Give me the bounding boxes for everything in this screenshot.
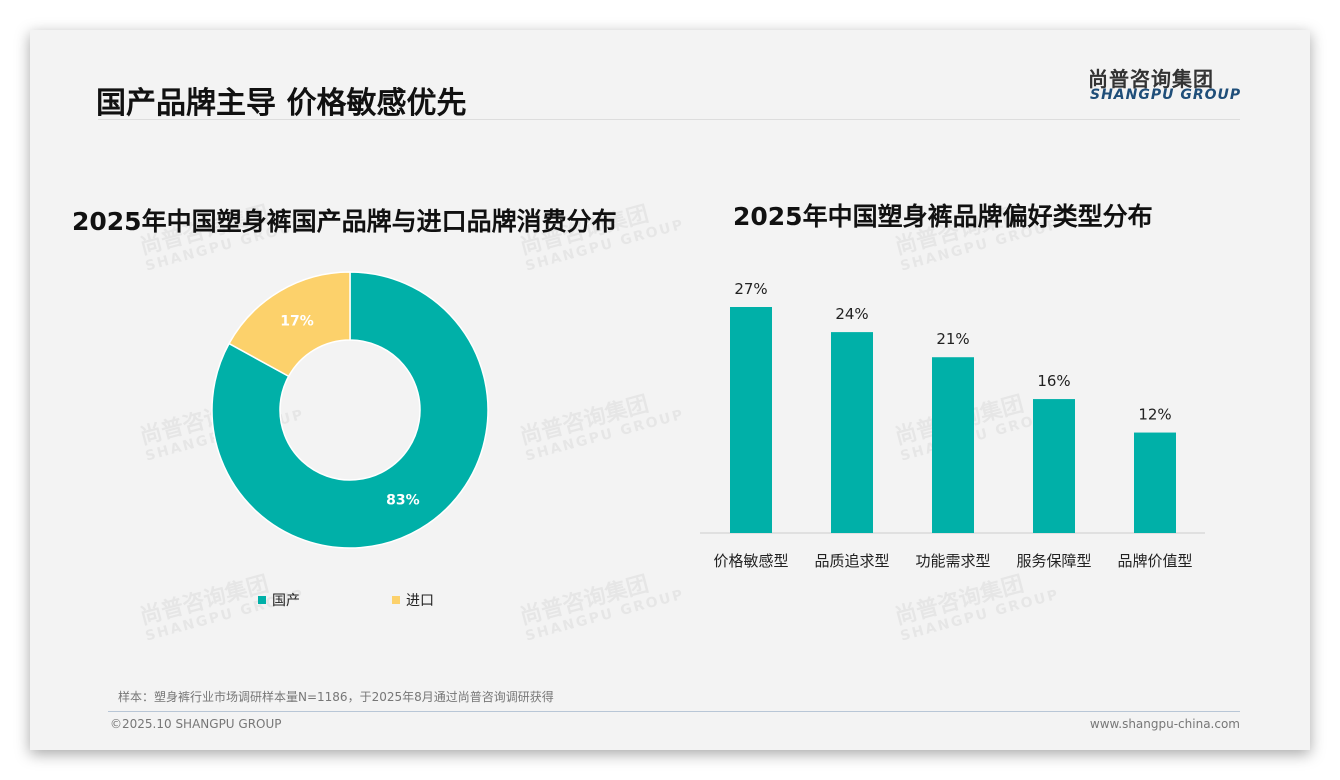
sample-note: 样本：塑身裤行业市场调研样本量N=1186，于2025年8月通过尚普咨询调研获得 [118, 690, 554, 704]
legend-label: 国产 [272, 593, 300, 609]
footer-divider [108, 711, 1240, 712]
donut-slice [228, 271, 351, 378]
slide: 国产品牌主导 价格敏感优先 尚普咨询集团 SHANGPU GROUP 尚普咨询集… [30, 30, 1310, 750]
legend-item-domestic: 国产 [258, 590, 300, 610]
bar-value-label: 16% [1037, 372, 1070, 390]
legend-label: 进口 [406, 593, 434, 609]
bar-value-label: 24% [835, 305, 868, 323]
title-divider [98, 119, 1240, 120]
legend-item-import: 进口 [392, 590, 434, 610]
bar-value-label: 21% [936, 330, 969, 348]
bar [730, 307, 772, 533]
donut-label: 17% [280, 313, 314, 329]
legend-swatch [258, 596, 266, 604]
bar-value-label: 12% [1138, 406, 1171, 424]
legend-swatch [392, 596, 400, 604]
bar-category-label: 品牌价值型 [1117, 552, 1192, 570]
donut-title: 2025年中国塑身裤国产品牌与进口品牌消费分布 [72, 207, 617, 236]
logo-cn: 尚普咨询集团 [1088, 67, 1214, 91]
bar-category-label: 服务保障型 [1016, 552, 1091, 570]
bar [1134, 432, 1176, 533]
bar [831, 332, 873, 533]
logo-en: SHANGPU GROUP [1090, 87, 1242, 103]
copyright: ©2025.10 SHANGPU GROUP [110, 717, 282, 731]
bar-category-label: 价格敏感型 [713, 552, 788, 570]
donut-label: 83% [386, 493, 420, 509]
bar-value-label: 27% [734, 280, 767, 298]
bar-category-label: 品质追求型 [814, 552, 889, 570]
donut-slice [211, 271, 489, 549]
donut-chart: 83% 17% 27% 价格敏感型 24% 品质追求型 21% 功能需求型 16% 服务保障型 12… [211, 271, 1205, 570]
bar-category-label: 功能需求型 [915, 552, 990, 570]
bar [1033, 399, 1075, 533]
bar-title: 2025年中国塑身裤品牌偏好类型分布 [733, 202, 1153, 231]
page-title: 国产品牌主导 价格敏感优先 [96, 86, 467, 121]
bar [932, 357, 974, 533]
website: www.shangpu-china.com [1089, 717, 1240, 731]
